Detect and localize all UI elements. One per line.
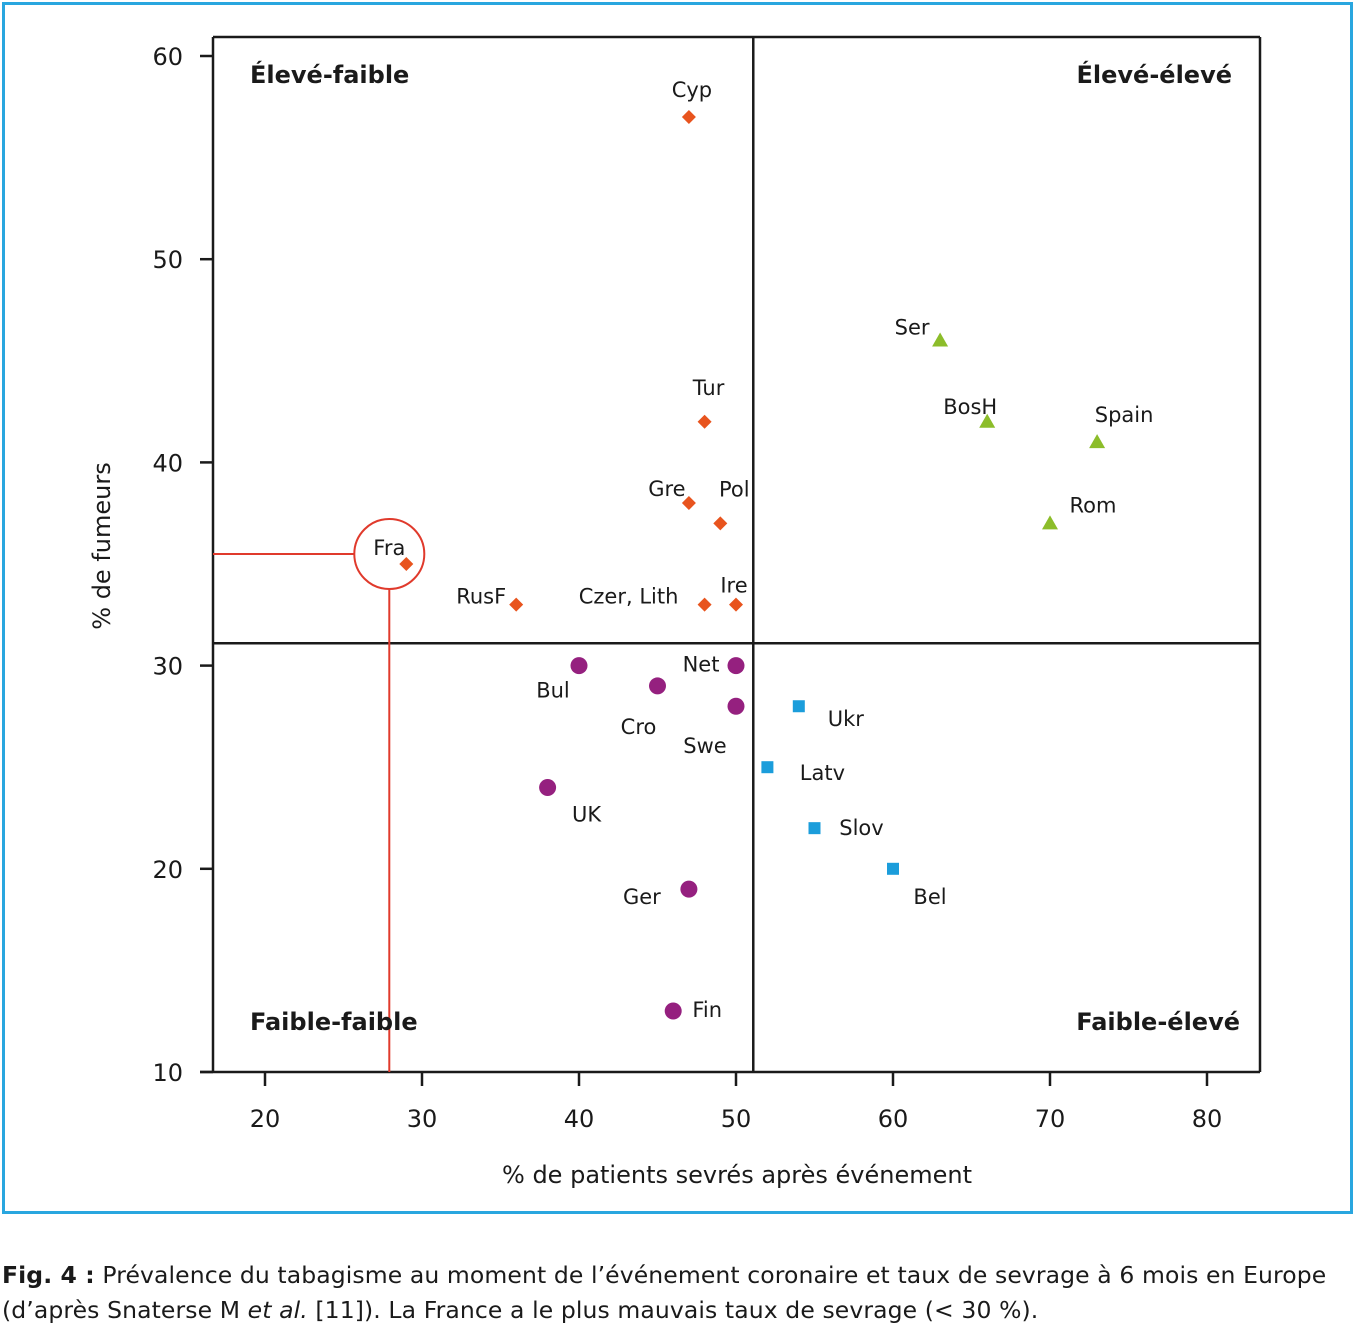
caption-text-1: Prévalence du tabagisme au moment de l’é… — [94, 1261, 1327, 1289]
label-pol: Pol — [719, 477, 750, 501]
marker-uk — [539, 779, 557, 797]
figure-caption: Fig. 4 : Prévalence du tabagisme au mome… — [2, 1258, 1357, 1328]
quadrant-label-bottom-right: Faible-élevé — [1076, 1008, 1240, 1036]
y-axis-title: % de fumeurs — [88, 462, 116, 629]
marker-swe — [727, 697, 745, 715]
label-ser: Ser — [895, 315, 930, 339]
caption-line-2: (d’après Snaterse M et al. [11]). La Fra… — [2, 1293, 1357, 1328]
caption-line-1: Fig. 4 : Prévalence du tabagisme au mome… — [2, 1258, 1357, 1293]
marker-gre — [681, 496, 696, 511]
quadrant-label-top-right: Élevé-élevé — [1077, 60, 1232, 89]
quadrant-label-bottom-left: Faible-faible — [250, 1008, 418, 1036]
label-gre: Gre — [648, 477, 685, 501]
caption-text-2-italic: et al. — [247, 1296, 308, 1324]
france-highlight — [213, 518, 426, 1072]
y-tick-label: 20 — [152, 856, 183, 884]
y-tick-label: 30 — [152, 653, 183, 681]
x-tick-label: 60 — [878, 1105, 909, 1133]
label-spain: Spain — [1095, 403, 1154, 427]
axes: 20 30 40 50 60 70 80 10 20 30 40 50 60 — [152, 35, 1262, 1133]
data-points — [399, 109, 1106, 1020]
label-cyp: Cyp — [672, 78, 712, 102]
marker-ukr — [792, 700, 805, 713]
label-fra: Fra — [373, 536, 405, 560]
label-bosh: BosH — [943, 395, 997, 419]
marker-pol — [713, 516, 728, 531]
marker-bul — [570, 657, 588, 675]
label-bel: Bel — [913, 885, 946, 909]
caption-prefix: Fig. 4 : — [2, 1261, 95, 1289]
label-cro: Cro — [621, 715, 657, 739]
marker-ger — [680, 880, 698, 898]
marker-rom — [1042, 515, 1058, 530]
marker-ser — [932, 332, 949, 347]
marker-cro — [649, 677, 666, 695]
marker-czer-lith — [697, 597, 712, 612]
scatter-chart: 20 30 40 50 60 70 80 10 20 30 40 50 60 Cyp Tur Gre Pol F… — [88, 35, 1262, 1189]
marker-spain — [1089, 434, 1106, 449]
label-swe: Swe — [683, 734, 726, 758]
marker-ire — [729, 597, 743, 612]
marker-slov — [808, 822, 821, 835]
label-ger: Ger — [623, 885, 661, 909]
label-tur: Tur — [692, 376, 725, 400]
caption-text-2b: [11]). La France a le plus mauvais taux … — [307, 1296, 1039, 1324]
label-bul: Bul — [536, 679, 570, 703]
label-ire: Ire — [720, 574, 747, 598]
label-rusf: RusF — [456, 585, 506, 609]
point-labels: Cyp Tur Gre Pol Fra RusF Czer, Lith Ire Ser BosH S… — [373, 78, 1153, 1022]
x-tick-label: 50 — [721, 1105, 752, 1133]
caption-text-2a: (d’après Snaterse M — [2, 1296, 248, 1324]
marker-tur — [697, 414, 712, 429]
y-tick-label: 10 — [152, 1059, 183, 1087]
x-tick-label: 30 — [407, 1105, 438, 1133]
y-tick-label: 40 — [152, 449, 183, 477]
quadrant-label-top-left: Élevé-faible — [250, 60, 409, 89]
marker-latv — [761, 761, 774, 774]
marker-net — [727, 657, 745, 675]
marker-fin — [664, 1002, 682, 1020]
label-latv: Latv — [800, 761, 845, 785]
x-axis-title: % de patients sevrés après événement — [502, 1161, 972, 1189]
x-tick-label: 40 — [564, 1105, 595, 1133]
y-tick-label: 50 — [152, 246, 183, 274]
x-tick-label: 70 — [1035, 1105, 1066, 1133]
marker-bel — [887, 862, 899, 875]
marker-fra — [399, 557, 414, 571]
marker-rusf — [509, 597, 524, 612]
marker-cyp — [681, 109, 696, 124]
label-ukr: Ukr — [828, 707, 865, 731]
label-slov: Slov — [839, 816, 883, 840]
y-tick-label: 60 — [152, 43, 183, 71]
label-rom: Rom — [1070, 493, 1117, 517]
label-fin: Fin — [692, 998, 722, 1022]
figure-frame — [2, 2, 1353, 1214]
marker-bosh — [979, 413, 996, 428]
label-uk: UK — [572, 803, 602, 827]
x-tick-label: 80 — [1192, 1105, 1223, 1133]
x-tick-label: 20 — [250, 1105, 281, 1133]
label-czer-lith: Czer, Lith — [579, 585, 679, 609]
label-net: Net — [683, 653, 720, 677]
